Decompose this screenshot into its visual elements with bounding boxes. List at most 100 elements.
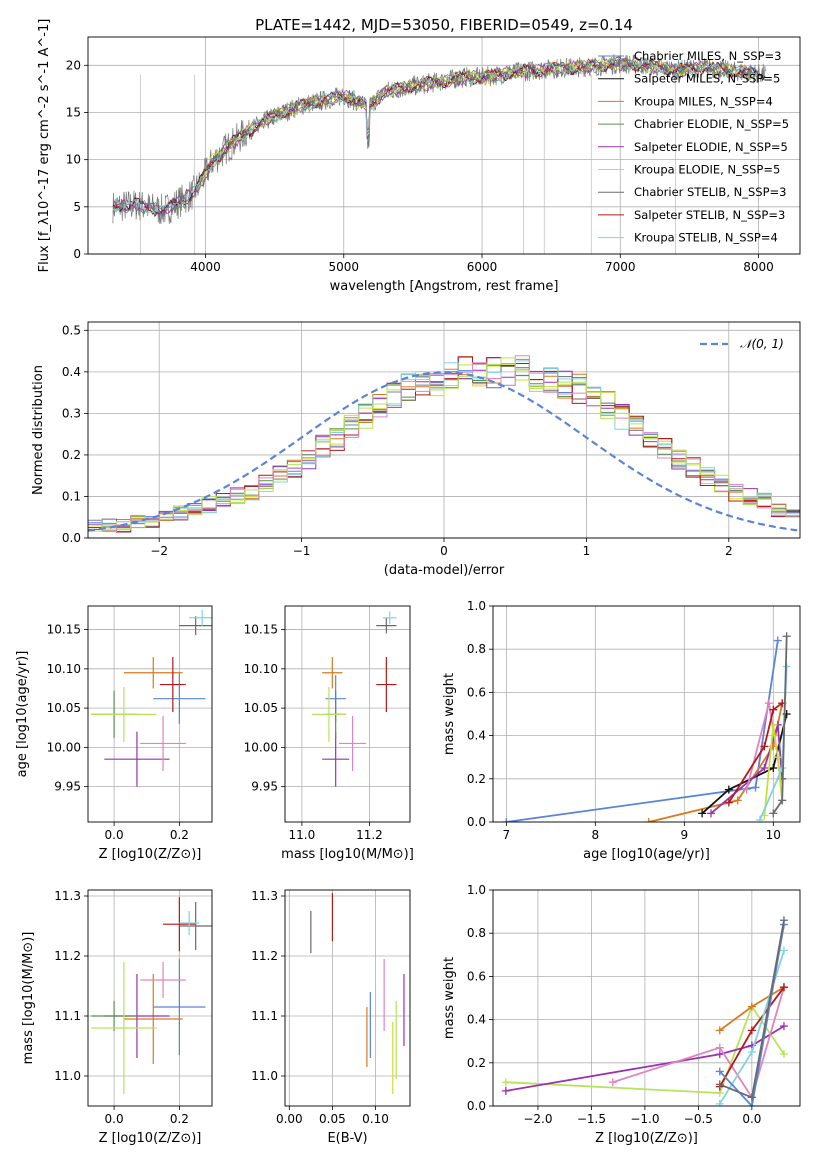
x-tick-label: 0.0 [105,1112,124,1126]
x-tick-label: 0.10 [362,1112,389,1126]
y-tick-label: 0.0 [62,531,81,545]
mass-weight-line [506,640,779,822]
grid [493,605,800,823]
legend-entry: Chabrier ELODIE, N_SSP=5 [634,117,789,131]
x-axis-label: E(B-V) [327,1131,367,1146]
data-point-marker [773,636,782,645]
y-tick-label: 10.10 [47,662,81,676]
y-tick-label: 10 [66,153,81,167]
y-tick-label: 0.4 [467,729,486,743]
x-tick-label: 8 [592,828,600,842]
panel-mass-weight-vs-age: 7 8 9 10 0.0 0.2 0.4 0.6 0.8 1.0 age [log10(age/yr… [442,599,801,862]
legend-entry: Chabrier MILES, N_SSP=3 [634,49,781,63]
data-point-marker [724,798,733,807]
x-tick-label: 10 [766,828,781,842]
panel-mass-vs-Z: 0.0 0.2 11.0 11.1 11.2 11.3 Z [log10(Z/Z⊙)] mas… [21,889,213,1146]
y-tick-label: 20 [66,58,81,72]
data-point-marker [760,764,769,772]
plot-area [502,632,791,822]
y-tick-label: 1.0 [467,883,486,897]
y-tick-label: 0.4 [467,1013,486,1027]
panel-mass-weight-vs-Z: −2.0 −1.5 −1.0 −0.5 0.0 0.0 0.2 0.4 0.6 0.8 1.0 Z [… [442,883,801,1146]
x-tick-label: 11.2 [356,828,383,842]
x-tick-label: 0.0 [105,828,124,842]
x-axis-label: age [log10(age/yr)] [583,847,710,862]
axes-frame [492,889,801,1107]
model-line-salpeter-elodie [112,56,752,215]
y-tick-label: 0.6 [467,969,486,983]
plot-area [91,609,212,787]
y-tick-label: 0.2 [62,448,81,462]
mass-weight-line [728,702,783,804]
y-tick-label: 10.10 [244,662,278,676]
x-tick-label: 11.0 [289,828,316,842]
y-tick-label: 15 [66,105,81,119]
x-tick-label: −2 [150,544,168,558]
y-tick-label: 0 [73,247,81,261]
y-tick-label: 0.8 [467,926,486,940]
data-point-marker [715,1043,724,1052]
x-tick-label: 9 [680,828,688,842]
y-tick-label: 10.00 [244,740,278,754]
x-axis-label: wavelength [Angstrom, rest frame] [330,279,559,294]
axes-frame [284,605,411,823]
y-tick-label: 10.05 [47,701,81,715]
y-tick-label: 0.6 [467,685,486,699]
x-tick-label: 0.05 [319,1112,346,1126]
data-point-marker [779,983,788,992]
data-point-marker [747,1093,756,1102]
y-tick-label: 11.0 [251,1069,278,1083]
y-tick-label: 0.1 [62,489,81,503]
data-point-marker [501,1086,510,1095]
data-point-marker [502,818,511,822]
plot-area [88,355,800,533]
gaussian-reference-curve [88,371,798,532]
axes-frame [87,605,213,823]
y-tick-label: 10.15 [47,623,81,637]
y-tick-label: 11.0 [54,1069,81,1083]
data-point-marker [769,764,778,772]
histogram-step-line [88,355,800,532]
data-point-marker [779,946,788,955]
data-point-marker [769,809,778,818]
data-point-marker [779,1050,788,1059]
grid [285,606,410,822]
data-point-marker [779,1022,788,1031]
y-axis-label: Normed distribution [31,365,46,495]
data-point-marker [733,796,742,805]
data-point-marker [747,1048,756,1056]
x-tick-label: 7 [503,828,511,842]
y-axis-label: age [log10(age/yr)] [15,651,30,778]
legend-entry: Kroupa STELIB, N_SSP=4 [634,231,778,245]
x-tick-label: 0.0 [742,1112,761,1126]
x-axis-label: (data-model)/error [384,563,505,578]
y-axis-label: Flux [f_λ10^-17 erg cm^-2 s^-1 A^-1] [37,19,52,273]
x-tick-label: 0.00 [276,1112,303,1126]
y-tick-label: 10.15 [244,623,278,637]
legend-entry: Kroupa MILES, N_SSP=4 [634,94,773,108]
panel-age-vs-Z: 0.0 0.2 9.95 10.00 10.05 10.10 10.15 Z [log10(Z… [15,605,213,862]
plot-area [312,611,397,787]
x-axis-label: Z [log10(Z/Z⊙)] [99,1131,202,1146]
legend: Chabrier MILES, N_SSP=3 Salpeter MILES, N… [598,49,789,245]
y-tick-label: 5 [73,200,81,214]
x-tick-label: 8000 [743,260,774,274]
data-point-marker [724,785,733,794]
x-tick-label: −1.0 [630,1112,659,1126]
data-point-marker [707,809,716,818]
x-axis-label: mass [log10(M/M⊙)] [281,847,414,862]
y-tick-label: 0.0 [467,1099,486,1113]
data-point-marker [747,1026,756,1035]
y-tick-label: 11.1 [251,1009,278,1023]
x-tick-label: −2.0 [523,1112,552,1126]
mass-weight-line [505,1025,785,1092]
mass-weight-line [648,703,784,822]
y-tick-label: 0.4 [62,365,81,379]
data-point-marker [747,1002,756,1011]
y-axis-label: mass weight [442,957,457,1039]
data-point-marker [715,1080,724,1089]
x-tick-label: −1.5 [577,1112,606,1126]
axes-frame [284,889,411,1107]
x-tick-label: 7000 [605,260,636,274]
